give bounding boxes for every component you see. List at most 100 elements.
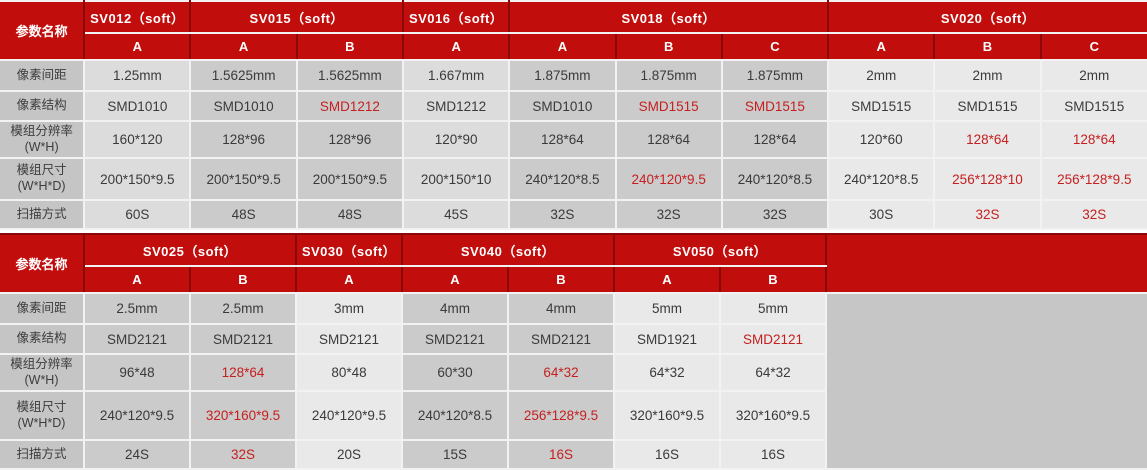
spec-cell: 320*160*9.5: [719, 390, 826, 441]
spec-cell: 320*160*9.5: [613, 390, 721, 441]
spec-cell: 80*48: [295, 353, 403, 392]
spec-cell: 64*32: [613, 353, 721, 392]
spec-cell: 320*160*9.5: [189, 390, 297, 441]
spec-cell: 120*90: [401, 120, 511, 159]
spec-cell: 240*120*9.5: [614, 157, 723, 201]
spec-cell: 128*64: [508, 120, 617, 159]
spec-cell: 128*64: [614, 120, 723, 159]
group-header-4: SV018（soft）: [508, 0, 830, 34]
spec-cell: 256*128*9.5: [507, 390, 615, 441]
spec-cell: 1.875mm: [720, 59, 830, 92]
spec-cell: 16S: [719, 439, 826, 470]
spec-cell: 96*48: [83, 353, 191, 392]
spec-cell: 60S: [83, 199, 192, 230]
param-header: 参数名称: [0, 0, 86, 61]
spec-cell: SMD2121: [189, 323, 297, 355]
spec-cell: 32S: [933, 199, 1042, 230]
row-label: 扫描方式: [0, 199, 86, 230]
spec-cell: 2.5mm: [189, 292, 297, 325]
spec-cell: 240*120*8.5: [508, 157, 617, 201]
spec-cell: 32S: [189, 439, 297, 470]
spec-cell: SMD1212: [295, 90, 405, 122]
row-label: 模组尺寸 (W*H*D): [0, 157, 86, 201]
spec-cell: 45S: [401, 199, 511, 230]
spec-cell: SMD2121: [507, 323, 615, 355]
spec-cell: SMD1921: [613, 323, 721, 355]
variant-header: A: [508, 32, 617, 61]
param-header: 参数名称: [0, 233, 85, 294]
row-label: 模组尺寸 (W*H*D): [0, 390, 85, 441]
spec-cell: 1.25mm: [83, 59, 192, 92]
spec-cell: 1.667mm: [401, 59, 511, 92]
spec-cell: SMD1515: [827, 90, 936, 122]
spec-cell: 240*120*9.5: [295, 390, 403, 441]
spec-cell: 160*120: [83, 120, 192, 159]
variant-header: C: [720, 32, 830, 61]
spec-cell: 240*120*9.5: [83, 390, 191, 441]
spec-cell: 32S: [614, 199, 723, 230]
spec-cell: SMD1010: [508, 90, 617, 122]
spec-cell: 64*32: [507, 353, 615, 392]
spec-cell: 48S: [295, 199, 405, 230]
row-label: 像素结构: [0, 323, 85, 355]
spec-cell: 128*64: [189, 353, 297, 392]
spec-cell: 5mm: [719, 292, 827, 325]
variant-header: A: [295, 265, 403, 294]
group-header-4: SV050（soft）: [613, 233, 827, 267]
spec-cell: 256*128*9.5: [1039, 157, 1147, 201]
group-header-3: SV016（soft）: [401, 0, 511, 34]
variant-header: A: [84, 32, 192, 61]
spec-cell: 64*32: [719, 353, 826, 392]
row-label: 模组分辨率 (W*H): [0, 353, 85, 392]
variant-header: B: [507, 265, 615, 294]
spec-cell: 4mm: [507, 292, 615, 325]
row-label: 扫描方式: [0, 439, 85, 470]
spec-cell: 1.875mm: [508, 59, 617, 92]
spec-table-bottom: 参数名称 SV025（soft） SV030（soft） SV040（soft） SV0…: [0, 233, 1147, 470]
spec-cell: 32S: [508, 199, 617, 230]
spec-cell: SMD2121: [295, 323, 403, 355]
spec-cell: SMD1010: [83, 90, 192, 122]
variant-header: A: [401, 265, 509, 294]
spec-cell: 240*120*8.5: [827, 157, 936, 201]
spec-cell: SMD2121: [401, 323, 509, 355]
spec-cell: SMD2121: [719, 323, 826, 355]
spec-cell: 2mm: [827, 59, 936, 92]
spec-cell: 240*120*8.5: [401, 390, 509, 441]
spec-cell: 48S: [189, 199, 298, 230]
row-label: 像素间距: [0, 292, 85, 325]
spec-cell: 1.5625mm: [295, 59, 405, 92]
spec-cell: 128*64: [720, 120, 830, 159]
spec-cell: SMD1515: [933, 90, 1042, 122]
header-filler: [825, 233, 1147, 294]
group-header-2: SV015（soft）: [189, 0, 404, 34]
variant-header: C: [1039, 32, 1147, 61]
spec-cell: 128*96: [295, 120, 405, 159]
variant-header: B: [719, 265, 826, 294]
spec-cell: 24S: [83, 439, 191, 470]
spec-cell: 2mm: [933, 59, 1042, 92]
variant-header: A: [84, 265, 191, 294]
spec-cell: 30S: [827, 199, 936, 230]
spec-cell: 120*60: [827, 120, 936, 159]
variant-header: A: [401, 32, 511, 61]
row-label: 模组分辨率 (W*H): [0, 120, 86, 159]
spec-cell: 32S: [1039, 199, 1147, 230]
spec-cell: 128*64: [933, 120, 1042, 159]
variant-header: B: [189, 265, 297, 294]
spec-cell: 2mm: [1039, 59, 1147, 92]
spec-cell: 32S: [720, 199, 830, 230]
variant-header: B: [295, 32, 405, 61]
spec-cell: 200*150*10: [401, 157, 511, 201]
group-header-3: SV040（soft）: [401, 233, 615, 267]
spec-cell: 15S: [401, 439, 509, 470]
spec-cell: 128*96: [189, 120, 298, 159]
spec-cell: SMD1515: [1039, 90, 1147, 122]
spec-cell: 200*150*9.5: [83, 157, 192, 201]
spec-cell: 200*150*9.5: [295, 157, 405, 201]
variant-header: A: [827, 32, 936, 61]
spec-cell: 20S: [295, 439, 403, 470]
body-filler: [825, 292, 1147, 470]
spec-cell: SMD1515: [614, 90, 723, 122]
